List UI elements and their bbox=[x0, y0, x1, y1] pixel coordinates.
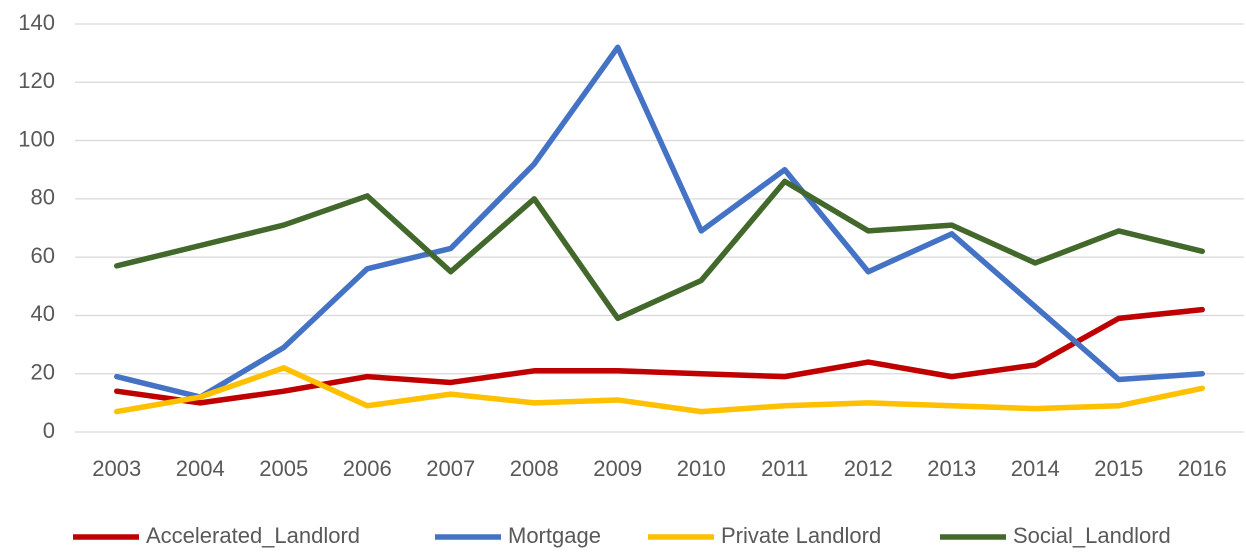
x-tick-label: 2013 bbox=[927, 456, 976, 481]
y-tick-label: 100 bbox=[18, 126, 55, 151]
legend-label: Mortgage bbox=[508, 523, 601, 548]
y-tick-label: 20 bbox=[31, 360, 55, 385]
x-tick-label: 2008 bbox=[510, 456, 559, 481]
x-tick-label: 2012 bbox=[844, 456, 893, 481]
x-tick-label: 2011 bbox=[761, 456, 808, 481]
legend-label: Social_Landlord bbox=[1013, 523, 1171, 548]
y-tick-label: 80 bbox=[31, 185, 55, 210]
y-tick-label: 40 bbox=[31, 301, 55, 326]
series-line bbox=[114, 365, 1205, 415]
y-tick-label: 120 bbox=[18, 68, 55, 93]
x-tick-label: 2009 bbox=[593, 456, 642, 481]
y-tick-label: 0 bbox=[43, 418, 55, 443]
series-line bbox=[114, 306, 1205, 406]
y-tick-label: 140 bbox=[18, 10, 55, 35]
y-tick-label: 60 bbox=[31, 243, 55, 268]
x-tick-label: 2004 bbox=[176, 456, 225, 481]
legend-label: Private Landlord bbox=[721, 523, 881, 548]
series-line bbox=[114, 44, 1205, 400]
x-tick-label: 2014 bbox=[1011, 456, 1060, 481]
x-tick-label: 2016 bbox=[1178, 456, 1227, 481]
series-line bbox=[114, 178, 1205, 322]
legend-label: Accelerated_Landlord bbox=[146, 523, 360, 548]
x-tick-label: 2005 bbox=[259, 456, 308, 481]
x-tick-label: 2015 bbox=[1094, 456, 1143, 481]
x-tick-label: 2010 bbox=[677, 456, 726, 481]
x-tick-label: 2007 bbox=[426, 456, 475, 481]
x-tick-label: 2003 bbox=[92, 456, 141, 481]
x-tick-label: 2006 bbox=[343, 456, 392, 481]
